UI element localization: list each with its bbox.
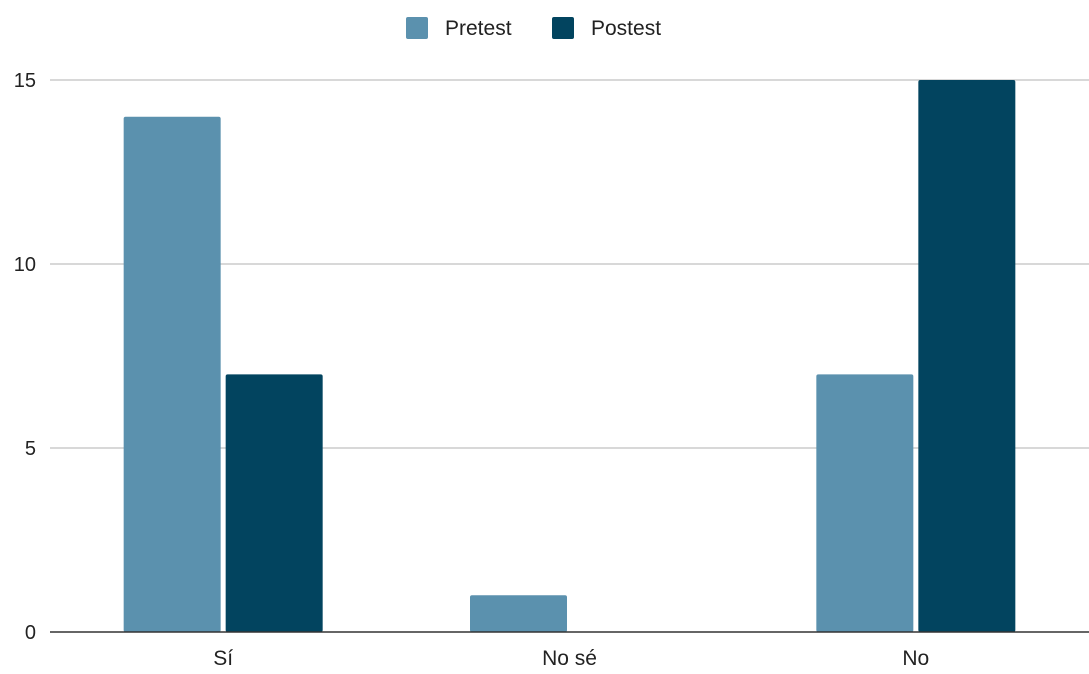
x-tick-label-no: No — [902, 647, 929, 669]
y-tick-label-5: 5 — [25, 438, 36, 460]
y-tick-label-15: 15 — [14, 70, 36, 92]
legend: Pretest Postest — [406, 17, 661, 40]
bar-pretest-no — [816, 374, 914, 632]
x-axis: Sí No sé No — [50, 631, 1089, 670]
x-tick-label-no-se: No sé — [542, 647, 597, 669]
legend-label-pretest: Pretest — [445, 17, 512, 40]
gridlines — [50, 79, 1089, 449]
y-axis: 0 5 10 15 — [14, 70, 36, 644]
bars — [123, 80, 1016, 633]
bar-postest-no — [918, 80, 1016, 632]
bar-postest-si — [225, 374, 323, 632]
x-tick-label-si: Sí — [213, 647, 233, 669]
y-tick-label-10: 10 — [14, 254, 36, 276]
legend-label-postest: Postest — [591, 17, 661, 40]
bar-pretest-si — [123, 116, 221, 633]
legend-swatch-postest — [552, 17, 574, 39]
legend-swatch-pretest — [406, 17, 428, 39]
y-tick-label-0: 0 — [25, 622, 36, 644]
bar-pretest-no-se — [470, 595, 567, 632]
